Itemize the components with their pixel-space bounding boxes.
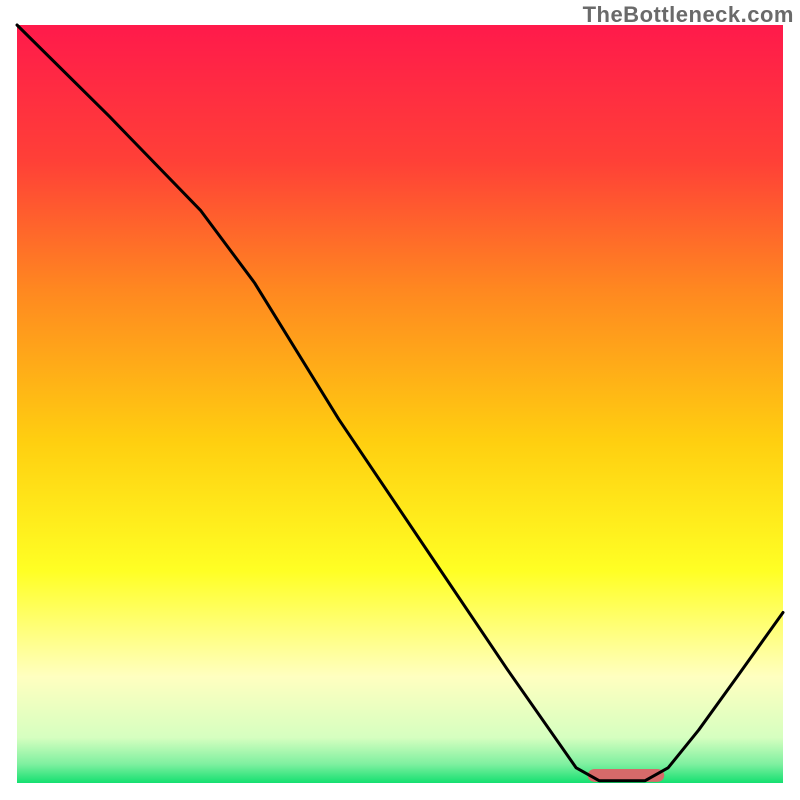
watermark-text: TheBottleneck.com	[583, 2, 794, 28]
bottleneck-chart	[0, 0, 800, 800]
chart-container: TheBottleneck.com	[0, 0, 800, 800]
